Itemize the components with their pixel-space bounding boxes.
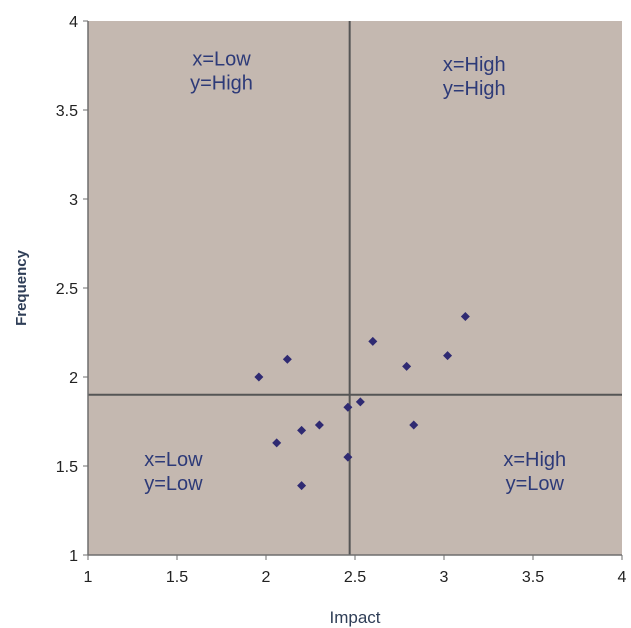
x-tick-label: 1 — [84, 569, 93, 586]
y-axis-title: Frequency — [13, 249, 30, 326]
plot-area — [88, 21, 622, 555]
data-point — [368, 336, 378, 346]
y-tick-label: 3 — [69, 192, 78, 209]
quadrant-label-top-right: x=High y=High — [443, 54, 506, 100]
data-point — [254, 372, 264, 382]
y-tick-label: 1.5 — [56, 459, 78, 476]
data-point — [343, 452, 353, 462]
data-point — [297, 425, 307, 435]
y-tick-label: 2.5 — [56, 281, 78, 298]
quadrant-label-bottom-right: x=High y=Low — [503, 449, 566, 495]
data-point — [355, 397, 365, 407]
x-axis-title: Impact — [329, 608, 380, 627]
data-point — [402, 361, 412, 371]
x-tick-label: 3 — [440, 569, 449, 586]
data-point — [314, 420, 324, 430]
y-tick-label: 2 — [69, 370, 78, 387]
x-tick-label: 3.5 — [522, 569, 544, 586]
data-point — [343, 402, 353, 412]
y-tick-label: 3.5 — [56, 103, 78, 120]
data-point — [443, 351, 453, 361]
x-tick-label: 2.5 — [344, 569, 366, 586]
data-point — [297, 481, 307, 491]
x-tick-label: 4 — [618, 569, 627, 586]
data-point — [272, 438, 282, 448]
quadrant-label-bottom-left: x=Low y=Low — [144, 449, 203, 495]
data-point — [460, 311, 470, 321]
quadrant-label-top-left: x=Low y=High — [190, 49, 253, 95]
y-tick-label: 1 — [69, 548, 78, 565]
data-point — [409, 420, 419, 430]
y-tick-label: 4 — [69, 14, 78, 31]
x-tick-label: 1.5 — [166, 569, 188, 586]
x-tick-label: 2 — [262, 569, 271, 586]
data-point — [282, 354, 292, 364]
